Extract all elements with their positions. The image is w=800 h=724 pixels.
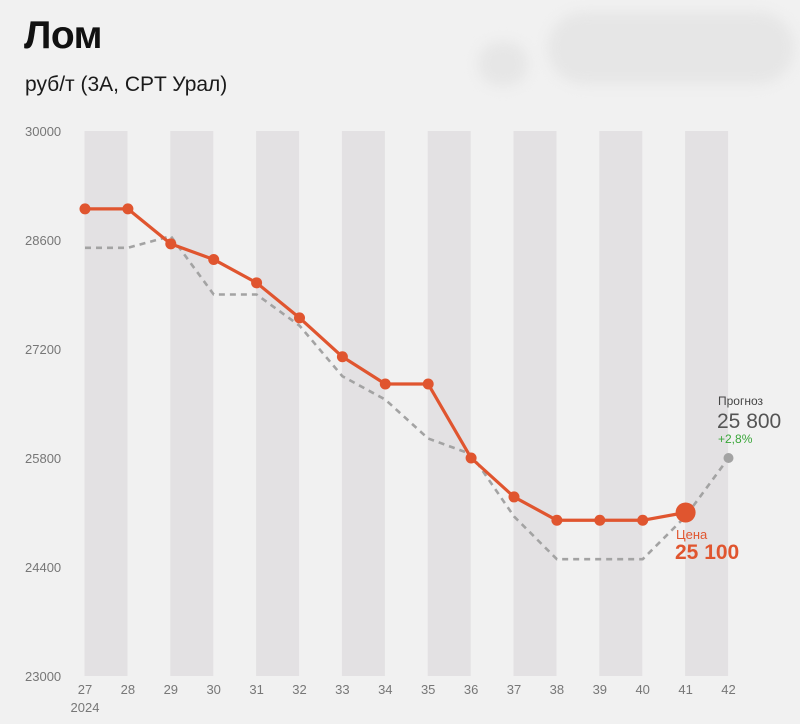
y-axis-ticks: 30000 28600 27200 25800 24400 23000 [25, 124, 61, 684]
x-tick-label: 33 [335, 682, 349, 697]
x-tick-label: 41 [678, 682, 692, 697]
x-tick-label: 39 [593, 682, 607, 697]
column-band [170, 131, 214, 676]
price-point [379, 378, 391, 390]
column-band [427, 131, 471, 676]
price-point [251, 277, 263, 289]
redacted-logo [478, 42, 528, 86]
price-point [637, 514, 649, 526]
chart-title: Лом [24, 14, 103, 57]
forecast-label: Прогноз [718, 394, 764, 408]
x-tick-label: 29 [164, 682, 178, 697]
x-tick-label: 37 [507, 682, 521, 697]
forecast-change: +2,8% [718, 432, 753, 446]
x-tick-label: 42 [721, 682, 735, 697]
price-point [294, 312, 305, 324]
x-tick-label: 27 [78, 682, 92, 697]
forecast-value: 25 800 [717, 410, 781, 433]
column-band [84, 131, 128, 676]
y-tick-label: 30000 [25, 124, 61, 139]
x-tick-label: 36 [464, 682, 478, 697]
price-label: Цена [676, 527, 708, 542]
x-tick-label: 34 [378, 682, 392, 697]
x-axis-ticks: 27 28 29 30 31 32 33 34 35 36 37 38 39 40 41 42 2024 [71, 682, 736, 715]
price-point [336, 351, 348, 363]
price-point [465, 452, 477, 464]
series-lines [79, 203, 734, 561]
x-tick-label: 35 [421, 682, 435, 697]
forecast-line [85, 234, 730, 561]
column-band [685, 131, 729, 676]
price-point [594, 514, 606, 526]
column-band [513, 131, 557, 676]
price-point [208, 253, 220, 265]
price-point [79, 203, 91, 215]
column-band [599, 131, 643, 676]
price-point [422, 378, 434, 390]
x-tick-label: 32 [292, 682, 306, 697]
y-tick-label: 24400 [25, 560, 61, 575]
price-point [508, 491, 520, 503]
y-tick-label: 28600 [25, 233, 61, 248]
price-current-point [675, 502, 696, 523]
redacted-logo-text [548, 12, 794, 84]
x-tick-label: 30 [206, 682, 220, 697]
y-tick-label: 27200 [25, 342, 61, 357]
forecast-end-point [723, 453, 734, 463]
x-tick-year-label: 2024 [71, 700, 100, 715]
y-tick-label: 25800 [25, 451, 61, 466]
x-tick-label: 38 [550, 682, 564, 697]
y-tick-label: 23000 [25, 669, 61, 684]
column-bands [84, 131, 729, 676]
chart-annotations: Прогноз 25 800 +2,8% Цена 25 100 [675, 394, 781, 564]
x-tick-label: 31 [249, 682, 263, 697]
price-point [551, 514, 563, 526]
x-tick-label: 40 [635, 682, 649, 697]
price-point [165, 238, 177, 250]
x-tick-label: 28 [121, 682, 135, 697]
price-point [122, 203, 134, 215]
column-band [256, 131, 300, 676]
price-value: 25 100 [675, 541, 739, 564]
column-band [341, 131, 385, 676]
chart-subtitle: руб/т (3А, CPT Урал) [25, 73, 228, 96]
